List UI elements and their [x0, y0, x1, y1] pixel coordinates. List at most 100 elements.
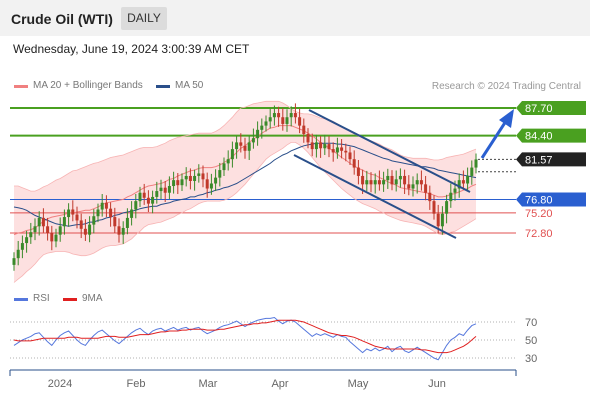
candle-body	[67, 209, 71, 218]
candle-body	[151, 196, 155, 204]
candle	[163, 180, 167, 202]
rsi-tick-70: 70	[525, 317, 537, 329]
candle-body	[209, 183, 213, 189]
candle	[109, 202, 113, 227]
candle	[247, 135, 251, 161]
candle	[466, 167, 470, 192]
x-tick-2024: 2024	[48, 378, 72, 390]
x-tick-Mar: Mar	[199, 378, 218, 390]
candle	[281, 108, 285, 131]
candle-body	[79, 220, 83, 229]
candle	[29, 222, 33, 244]
candle	[382, 171, 386, 192]
rsi-ma-line	[13, 319, 477, 354]
candle-body	[398, 175, 402, 180]
candle-body	[293, 113, 297, 118]
candle-body	[188, 175, 192, 181]
candle	[67, 203, 71, 227]
candle-body	[138, 192, 142, 202]
candle	[100, 193, 104, 217]
candle	[230, 141, 234, 168]
candle	[428, 185, 432, 210]
candle-body	[50, 233, 54, 242]
candle	[188, 168, 192, 190]
candle	[218, 162, 222, 187]
candle	[394, 170, 398, 192]
candle-body	[104, 202, 108, 209]
candle-body	[474, 159, 478, 168]
candle-body	[461, 180, 465, 184]
candle	[16, 240, 20, 266]
candle-body	[214, 177, 218, 184]
candle	[20, 235, 24, 259]
ma50-legend-swatch	[156, 85, 170, 88]
candle-body	[197, 173, 201, 176]
candle-body	[130, 209, 134, 218]
candle-body	[239, 142, 243, 146]
candle-body	[306, 134, 310, 143]
candle-body	[29, 232, 33, 238]
candle-body	[205, 179, 209, 189]
candle	[398, 168, 402, 188]
candle-body	[201, 173, 205, 180]
candle-body	[142, 192, 146, 198]
price-tag-81.57	[516, 152, 586, 167]
candle-body	[180, 179, 184, 186]
candle	[58, 217, 62, 242]
rsi-tick-30: 30	[525, 353, 537, 365]
price-labels: 87.70 84.40 81.57 76.80 75.20 72.80	[516, 101, 586, 240]
price-text-75.20: 75.20	[525, 208, 553, 220]
candle	[71, 200, 75, 222]
candle	[214, 169, 218, 192]
candle-body	[235, 142, 239, 150]
candle-body	[281, 117, 285, 124]
candle-body	[96, 209, 100, 217]
ma50-line	[13, 142, 477, 227]
candle	[323, 134, 327, 155]
candle-body	[20, 243, 24, 250]
candle	[310, 133, 314, 157]
candle-body	[264, 121, 268, 126]
candle	[356, 160, 360, 185]
candle	[155, 181, 159, 204]
candle-body	[356, 167, 360, 176]
candle	[470, 160, 474, 185]
price-tag-text-76.80: 76.80	[525, 194, 553, 206]
candle	[407, 175, 411, 196]
candle	[277, 106, 281, 127]
instrument-title: Crude Oil (WTI)	[11, 11, 113, 27]
ma20-legend-swatch	[14, 85, 28, 88]
candle-body	[289, 113, 293, 118]
price-tag-text-84.40: 84.40	[525, 131, 553, 143]
candle-body	[277, 113, 281, 118]
x-tick-Feb: Feb	[127, 378, 146, 390]
candle	[390, 170, 394, 191]
candle	[130, 201, 134, 226]
x-tick-Jun: Jun	[428, 378, 446, 390]
timeframe-badge[interactable]: DAILY	[121, 7, 167, 30]
candle	[235, 136, 239, 159]
candle-body	[125, 217, 129, 228]
bollinger-upper	[14, 100, 477, 192]
candle-body	[323, 144, 327, 149]
candle	[314, 134, 318, 158]
candle-body	[335, 147, 339, 153]
candle-body	[436, 213, 440, 227]
candle	[205, 172, 209, 198]
candle-body	[377, 180, 381, 185]
candle	[37, 211, 41, 236]
candle-body	[424, 184, 428, 193]
candle-body	[331, 149, 335, 153]
candle-body	[16, 249, 20, 259]
candle-body	[344, 150, 348, 153]
candle	[180, 173, 184, 192]
candle	[134, 193, 138, 219]
candle-body	[58, 226, 62, 235]
candle-body	[453, 188, 457, 193]
channel-lower-line	[293, 154, 457, 239]
price-tag-87.70	[516, 101, 586, 115]
candle	[293, 103, 297, 124]
candle	[344, 143, 348, 162]
candle-body	[256, 129, 260, 139]
